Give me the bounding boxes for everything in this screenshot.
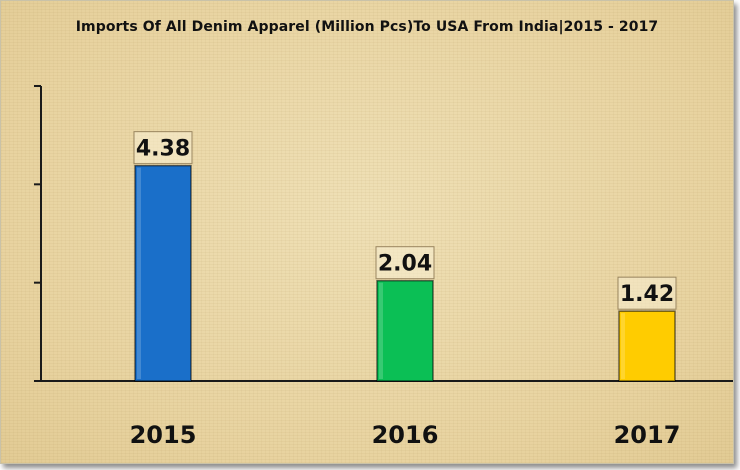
value-labels: 4.38 2.04 1.42 <box>133 131 677 310</box>
data-label-box <box>133 131 193 165</box>
x-tick-labels: 2015 2016 2017 <box>130 421 681 449</box>
data-label-box <box>617 276 677 310</box>
data-label-box <box>375 246 435 280</box>
bar-highlight-2015 <box>137 167 141 379</box>
x-tick-label: 2016 <box>372 421 439 449</box>
x-tick-label: 2015 <box>130 421 197 449</box>
bar-2017 <box>618 310 676 382</box>
bar-2015 <box>134 164 192 382</box>
x-tick-label: 2017 <box>614 421 681 449</box>
data-label: 2.04 <box>378 252 432 277</box>
chart-title: Imports Of All Denim Apparel (Million Pc… <box>75 19 659 35</box>
data-label: 4.38 <box>136 137 190 162</box>
bar-chart: 4.38 2.04 1.42 2015 2016 2017 <box>34 85 733 449</box>
bar-2016 <box>376 279 434 382</box>
chart-frame: Imports Of All Denim Apparel (Million Pc… <box>0 0 734 464</box>
bar-highlight-2017 <box>621 313 625 379</box>
bars <box>134 164 676 382</box>
bar-highlight-2016 <box>379 282 383 379</box>
data-label: 1.42 <box>620 282 674 307</box>
